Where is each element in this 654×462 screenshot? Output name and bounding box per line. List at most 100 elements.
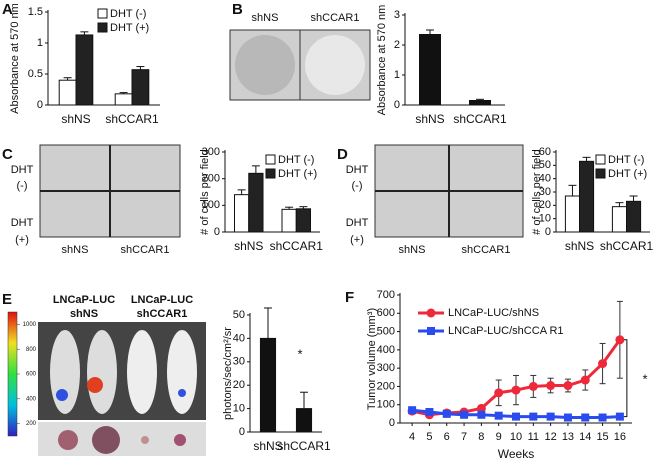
x-tick-label: 4 <box>409 431 415 443</box>
marker <box>546 381 556 391</box>
image-label: DHT <box>346 164 369 176</box>
x-tick-label: 6 <box>444 431 450 443</box>
image-label: LNCaP-LUC <box>53 294 115 306</box>
y-tick-label: 200 <box>202 173 220 185</box>
image-label: shNS <box>70 308 98 320</box>
x-tick-label: 15 <box>596 431 608 443</box>
legend-swatch <box>595 154 606 165</box>
legend-marker <box>427 327 435 335</box>
marker <box>512 412 520 421</box>
annotation: * <box>642 371 647 386</box>
y-tick-label: 1 <box>37 37 43 49</box>
marker <box>563 413 572 422</box>
legend-swatch <box>97 8 108 19</box>
panel-letter: C <box>2 146 13 163</box>
legend-label: DHT (+) <box>608 168 647 180</box>
y-tick-label: 50 <box>539 159 551 171</box>
x-tick-label: 12 <box>545 431 557 443</box>
panel-letter: E <box>2 291 12 308</box>
y-tick-label: 50 <box>233 309 245 321</box>
bar <box>469 100 491 106</box>
colorbar-tick-label: 200 <box>26 421 37 427</box>
legend-swatch <box>97 22 108 33</box>
x-tick-label: 5 <box>426 431 432 443</box>
legend-label: LNCaP-LUC/shCCA R1 <box>448 325 564 337</box>
marker <box>477 410 486 419</box>
bar <box>234 194 250 233</box>
bar <box>579 160 595 233</box>
panel-letter: D <box>337 146 348 163</box>
image-label: (-) <box>17 180 28 192</box>
legend-label: DHT (+) <box>110 22 149 34</box>
x-tick-label: 16 <box>614 431 626 443</box>
bar <box>58 79 77 106</box>
marker <box>581 413 590 422</box>
bar <box>259 337 277 433</box>
bar <box>114 93 133 106</box>
invasion-images-d <box>374 144 524 238</box>
legend-swatch <box>265 168 276 179</box>
y-axis-label: photons/sec/cm²/sr <box>222 327 234 420</box>
mouse-images <box>7 311 206 456</box>
invasion-images-c <box>39 144 181 238</box>
x-axis-label: Weeks <box>498 447 534 461</box>
x-tick-label: shCCAR1 <box>270 239 324 253</box>
y-tick-label: 500 <box>377 325 395 337</box>
marker <box>494 388 504 398</box>
y-axis-label: # of cells per field <box>531 149 543 235</box>
y-tick-label: 3 <box>394 9 400 21</box>
x-tick-label: shNS <box>234 239 263 253</box>
bar <box>75 34 94 106</box>
panel-letter: B <box>232 1 243 18</box>
y-tick-label: 30 <box>233 356 245 368</box>
legend-label: DHT (-) <box>278 154 314 166</box>
y-tick-label: 0 <box>239 426 245 438</box>
bar <box>611 206 628 233</box>
image-label: DHT <box>11 164 34 176</box>
marker <box>476 403 486 413</box>
y-tick-label: 600 <box>377 307 395 319</box>
y-tick-label: 20 <box>233 379 245 391</box>
y-tick-label: 1.5 <box>28 6 43 18</box>
x-tick-label: shCCAR1 <box>600 239 654 253</box>
y-tick-label: 40 <box>539 173 551 185</box>
bar <box>564 195 581 233</box>
marker <box>546 412 555 421</box>
x-tick-label: shNS <box>253 439 282 453</box>
y-tick-label: 300 <box>377 362 395 374</box>
x-tick-label: 10 <box>510 431 522 443</box>
annotation: * <box>297 346 302 361</box>
x-tick-label: 11 <box>528 431 539 443</box>
y-axis-label: Absorbance at 570 nm <box>9 3 21 114</box>
x-tick-label: 8 <box>478 431 484 443</box>
marker <box>563 381 573 391</box>
image-label: LNCaP-LUC <box>131 294 193 306</box>
bar <box>131 69 150 106</box>
image-label: shNS <box>399 244 426 256</box>
colorbar-tick-label: 400 <box>26 396 37 402</box>
image-label: shCCAR1 <box>462 244 511 256</box>
x-tick-label: 14 <box>579 431 591 443</box>
marker <box>425 408 434 417</box>
y-tick-label: 10 <box>539 213 551 225</box>
image-label: shNS <box>252 12 279 24</box>
y-axis-label: # of cells per field <box>199 149 211 235</box>
marker <box>528 381 538 391</box>
y-tick-label: 2 <box>394 39 400 51</box>
x-tick-label: shNS <box>565 239 594 253</box>
y-tick-label: 0.5 <box>28 68 43 80</box>
image-label: (-) <box>352 180 363 192</box>
image-label: (+) <box>15 234 29 246</box>
y-tick-label: 60 <box>539 146 551 158</box>
legend-marker <box>426 308 436 318</box>
image-label: (+) <box>350 234 364 246</box>
y-tick-label: 10 <box>233 403 245 415</box>
y-axis-label: Tumor volume (mm³) <box>366 308 378 410</box>
x-tick-label: 13 <box>562 431 574 443</box>
y-axis-label: Absorbance at 570 nm <box>376 5 388 116</box>
marker <box>460 410 469 419</box>
marker <box>580 375 590 385</box>
x-tick-label: shCCAR1 <box>277 439 331 453</box>
panel-letter: A <box>2 1 13 18</box>
